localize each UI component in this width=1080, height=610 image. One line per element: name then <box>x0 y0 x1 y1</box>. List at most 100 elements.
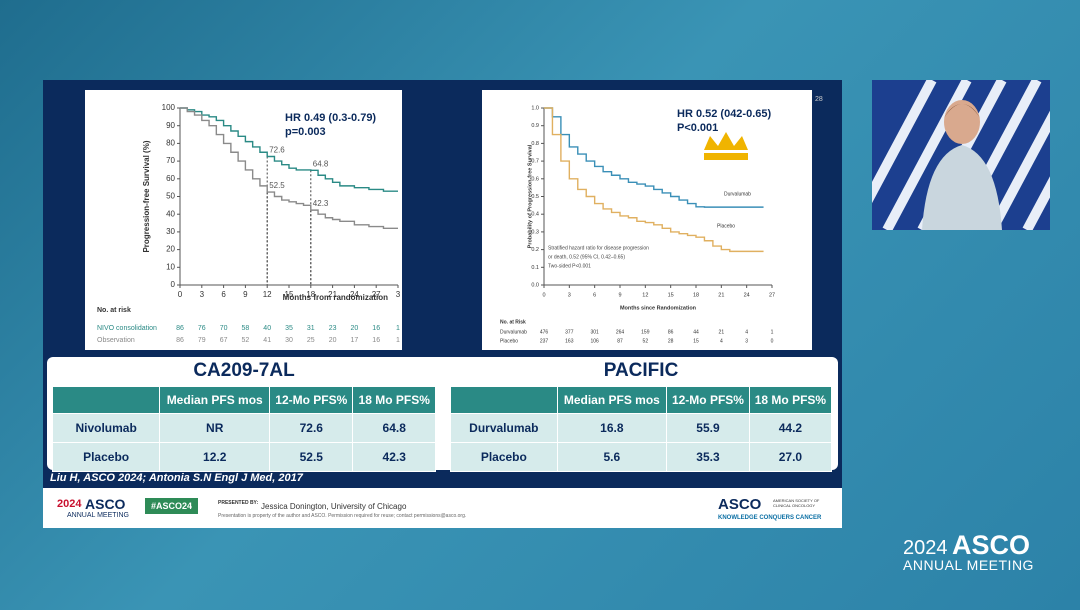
x-tick-label: 3 <box>200 290 205 299</box>
y-tick-label: 0.4 <box>531 212 539 218</box>
y-tick-label: 0.9 <box>531 123 539 129</box>
table-cell: NR <box>159 413 271 443</box>
annotation: Stratified hazard ratio for disease prog… <box>548 245 649 251</box>
table-row: Nivolumab NR 72.6 64.8 <box>51 413 436 443</box>
risk-count: 41 <box>263 337 271 344</box>
brand-sub: ANNUAL MEETING <box>903 557 1034 573</box>
p-value: P<0.001 <box>677 122 718 134</box>
crown-icon <box>704 132 748 160</box>
y-tick-label: 30 <box>166 227 175 236</box>
risk-count: 476 <box>540 329 549 335</box>
risk-count: 25 <box>307 337 315 344</box>
table-cell: 52.5 <box>269 442 354 472</box>
y-tick-label: 60 <box>166 174 175 183</box>
risk-count: 3 <box>745 338 748 344</box>
risk-label: No. at Risk <box>500 319 526 325</box>
y-tick-label: 0.0 <box>531 282 539 288</box>
risk-count: 79 <box>198 337 206 344</box>
table-row: Placebo 5.6 35.3 27.0 <box>450 442 833 472</box>
header-cell: 18 Mo PFS% <box>748 386 833 414</box>
legend-label: Durvalumab <box>724 191 751 197</box>
table-row: Placebo 12.2 52.5 42.3 <box>51 442 436 472</box>
risk-count: 76 <box>198 325 206 332</box>
presenter: Jessica Donington, University of Chicago <box>261 502 407 511</box>
x-tick-label: 21 <box>718 292 724 298</box>
header-cell: 12-Mo PFS% <box>666 386 750 414</box>
table-cell: 64.8 <box>352 413 436 443</box>
x-tick-label: 6 <box>593 292 596 298</box>
y-axis-label: Probability of Progression-free Survival <box>527 144 533 248</box>
data-table: Median PFS mos 12-Mo PFS% 18 Mo PFS% Durval… <box>450 386 833 472</box>
risk-count: 44 <box>693 329 699 335</box>
table-cell: 44.2 <box>748 413 833 443</box>
footer: 2024 ASCO ANNUAL MEETING #ASCO24 PRESENT… <box>43 488 842 528</box>
header-cell <box>51 386 161 414</box>
risk-count: 40 <box>263 325 271 332</box>
p-value: p=0.003 <box>285 126 326 138</box>
x-tick-label: 3 <box>568 292 571 298</box>
y-tick-label: 100 <box>162 103 176 112</box>
risk-count: 301 <box>590 329 599 335</box>
x-tick-label: 12 <box>263 290 272 299</box>
x-tick-label: 21 <box>328 290 337 299</box>
risk-label: No. at risk <box>97 307 131 314</box>
speaker-video <box>872 80 1050 230</box>
risk-count: 20 <box>351 325 359 332</box>
legend-label: Placebo <box>717 223 735 229</box>
presented-by: PRESENTED BY: <box>218 500 259 506</box>
risk-count: 30 <box>285 337 293 344</box>
risk-count: 1 <box>771 329 774 335</box>
point-label: 72.6 <box>269 146 285 155</box>
point-label: 64.8 <box>313 159 329 168</box>
risk-count: 4 <box>745 329 748 335</box>
point-label: 42.3 <box>313 199 329 208</box>
x-tick-label: 15 <box>668 292 674 298</box>
header-row: Median PFS mos 12-Mo PFS% 18 Mo PFS% <box>51 386 436 414</box>
risk-count: 28 <box>668 338 674 344</box>
km-curve <box>180 107 398 192</box>
y-tick-label: 0 <box>171 280 176 289</box>
km-curve <box>544 107 764 208</box>
risk-count: 86 <box>668 329 674 335</box>
table-block: PACIFIC Median PFS mos 12-Mo PFS% 18 Mo PFS… <box>450 360 833 472</box>
table-cell: 12.2 <box>159 442 271 472</box>
header-cell: 12-Mo PFS% <box>269 386 354 414</box>
x-tick-label: 9 <box>618 292 621 298</box>
risk-count: 52 <box>242 337 250 344</box>
risk-count: 159 <box>641 329 650 335</box>
x-axis-label: Months since Randomization <box>620 305 697 311</box>
risk-count: 163 <box>565 338 574 344</box>
y-tick-label: 20 <box>166 245 175 254</box>
risk-count: 70 <box>220 325 228 332</box>
table-cell: 16.8 <box>556 413 668 443</box>
header-cell: Median PFS mos <box>556 386 668 414</box>
data-table: Median PFS mos 12-Mo PFS% 18 Mo PFS% Nivolu… <box>51 386 436 472</box>
y-tick-label: 80 <box>166 139 175 148</box>
y-tick-label: 0.8 <box>531 141 539 147</box>
x-tick-label: 12 <box>642 292 648 298</box>
risk-count: 20 <box>329 337 337 344</box>
risk-name: Durvalumab <box>500 329 527 335</box>
x-axis-label: Months from randomization <box>283 293 388 302</box>
risk-count: 0 <box>771 338 774 344</box>
risk-count: 35 <box>285 325 293 332</box>
y-tick-label: 0.5 <box>531 194 539 200</box>
brand-name: ASCO <box>951 530 1030 560</box>
risk-count: 17 <box>351 337 359 344</box>
table-cell: 42.3 <box>352 442 436 472</box>
header-cell <box>450 386 558 414</box>
brand: 2024 ASCO ANNUAL MEETING <box>903 530 1034 573</box>
x-tick-label: 27 <box>372 290 381 299</box>
risk-count: 23 <box>329 325 337 332</box>
tagline: KNOWLEDGE CONQUERS CANCER <box>718 515 822 521</box>
org: ASCO <box>718 496 762 513</box>
risk-count: 16 <box>372 337 380 344</box>
y-tick-label: 0.3 <box>531 229 539 235</box>
x-tick-label: 0 <box>542 292 545 298</box>
risk-name: Observation <box>97 337 135 344</box>
table-cell: 35.3 <box>666 442 750 472</box>
y-tick-label: 90 <box>166 121 175 130</box>
y-axis-label: Progression-free Survival (%) <box>142 140 151 252</box>
km-curve <box>544 107 764 253</box>
